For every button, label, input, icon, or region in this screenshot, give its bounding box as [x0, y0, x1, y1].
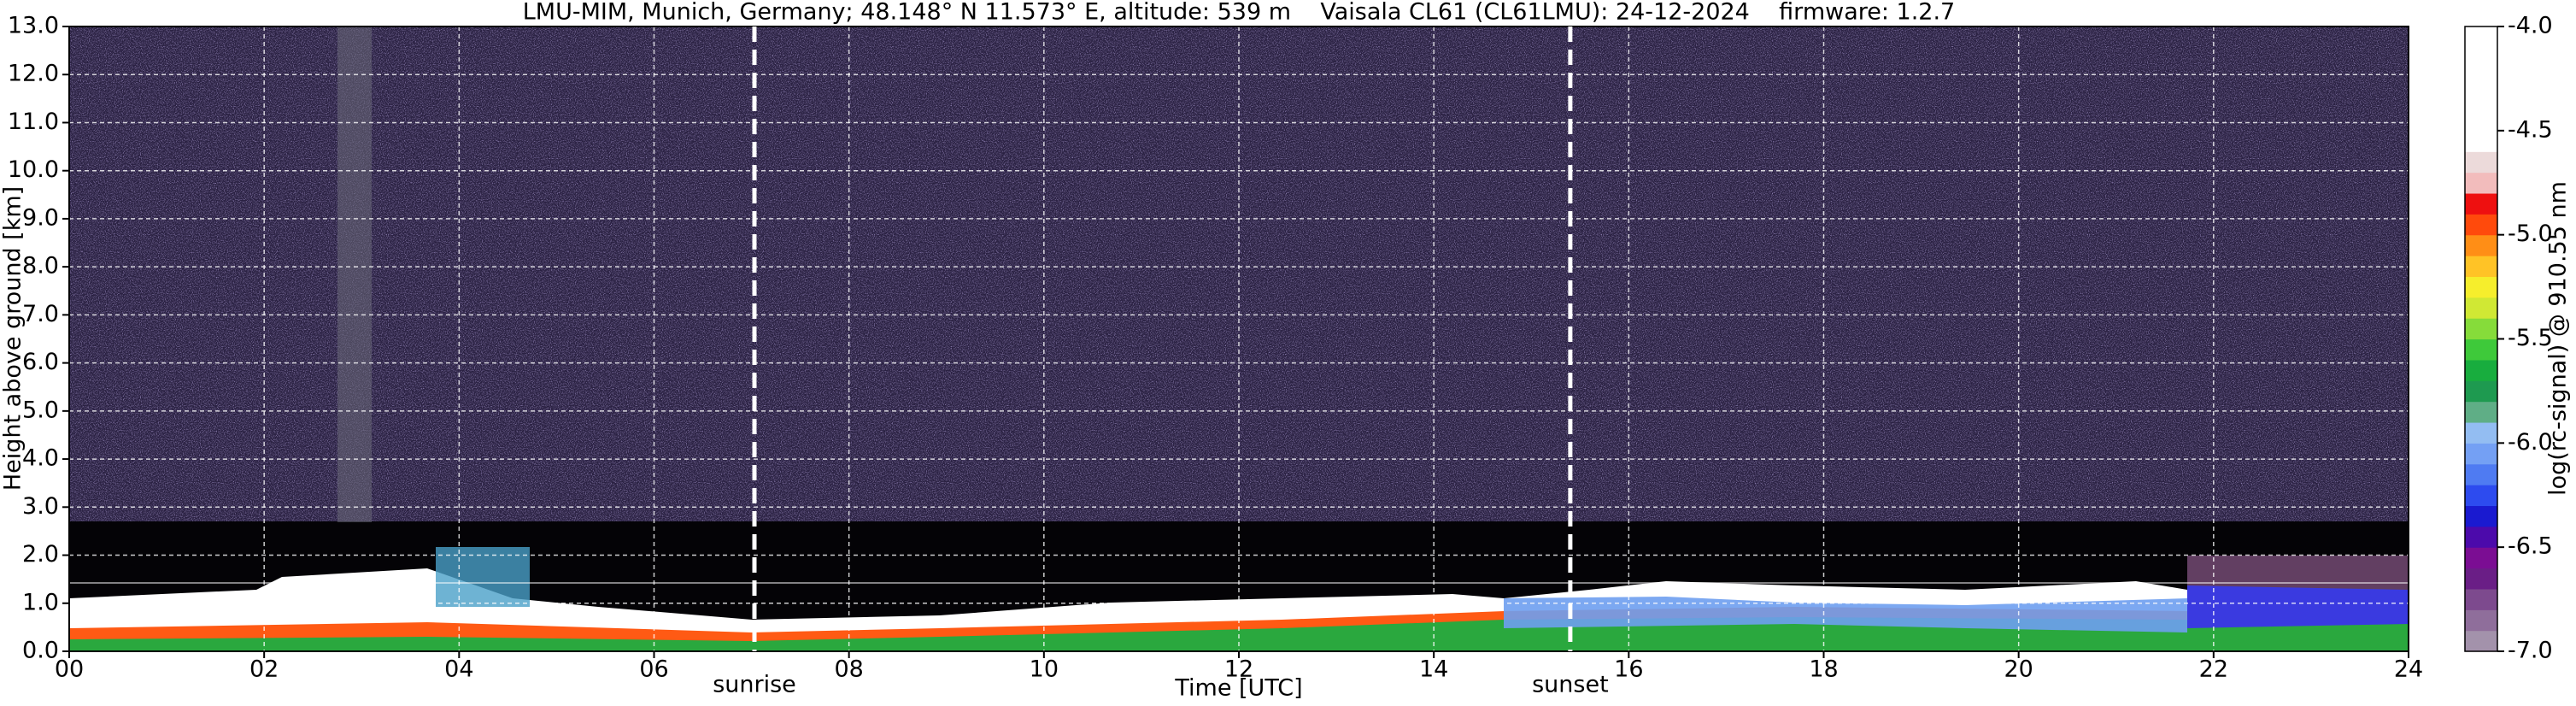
- colorbar-segment: [2465, 526, 2497, 548]
- y-tick-label: 9.0: [22, 204, 59, 231]
- y-tick-label: 2.0: [22, 541, 59, 568]
- x-tick-label: 22: [2199, 656, 2228, 683]
- x-tick-label: 18: [1809, 656, 1838, 683]
- y-tick-label: 8.0: [22, 253, 59, 279]
- y-tick-label: 1.0: [22, 589, 59, 615]
- y-tick-label: 10.0: [8, 156, 59, 183]
- colorbar-segment: [2465, 463, 2497, 485]
- colorbar-segment: [2465, 89, 2497, 111]
- colorbar-segment: [2465, 630, 2497, 652]
- colorbar-segment: [2465, 192, 2497, 215]
- colorbar-tick-label: -6.0: [2508, 429, 2553, 456]
- colorbar-tick-label: -5.0: [2508, 221, 2553, 247]
- x-tick-label: 02: [249, 656, 279, 683]
- colorbar-segment: [2465, 359, 2497, 381]
- colorbar-segment: [2465, 109, 2497, 132]
- colorbar-segment: [2465, 443, 2497, 465]
- event-label: sunset: [1532, 672, 1609, 698]
- x-tick-label: 20: [2004, 656, 2033, 683]
- y-tick-label: 11.0: [8, 109, 59, 135]
- x-tick-label: 24: [2394, 656, 2423, 683]
- colorbar-segment: [2465, 297, 2497, 319]
- colorbar-segment: [2465, 151, 2497, 174]
- colorbar-tick-label: -6.5: [2508, 533, 2553, 560]
- y-tick-label: 5.0: [22, 397, 59, 423]
- colorbar-segment: [2465, 130, 2497, 152]
- x-tick-label: 16: [1614, 656, 1643, 683]
- colorbar-segment: [2465, 609, 2497, 632]
- colorbar-tick-label: -5.5: [2508, 325, 2553, 351]
- colorbar-segment: [2465, 588, 2497, 610]
- x-tick-label: 08: [834, 656, 863, 683]
- colorbar-segment: [2465, 318, 2497, 340]
- colorbar-segment: [2465, 214, 2497, 236]
- colorbar-segment: [2465, 338, 2497, 361]
- y-tick-label: 6.0: [22, 349, 59, 375]
- colorbar-label: log(rc-signal) @ 910.55 nm: [2545, 181, 2572, 496]
- colorbar-tick-label: -4.0: [2508, 13, 2553, 39]
- colorbar-segment: [2465, 276, 2497, 298]
- x-axis-label: Time [UTC]: [1174, 675, 1302, 702]
- colorbar-segment: [2465, 547, 2497, 569]
- colorbar-segment: [2465, 568, 2497, 590]
- x-tick-label: 12: [1224, 656, 1253, 683]
- colorbar-segment: [2465, 47, 2497, 69]
- colorbar-segment: [2465, 485, 2497, 507]
- y-tick-label: 3.0: [22, 493, 59, 520]
- colorbar-segment: [2465, 505, 2497, 527]
- chart-title: LMU-MIM, Munich, Germany; 48.148° N 11.5…: [523, 0, 1956, 26]
- colorbar-tick-label: -7.0: [2508, 638, 2553, 664]
- colorbar-segment: [2465, 401, 2497, 423]
- colorbar-segment: [2465, 380, 2497, 403]
- y-tick-label: 12.0: [8, 61, 59, 87]
- y-tick-label: 13.0: [8, 13, 59, 39]
- colorbar-segment: [2465, 172, 2497, 194]
- colorbar-segment: [2465, 26, 2497, 48]
- colorbar-segment: [2465, 68, 2497, 90]
- y-tick-label: 7.0: [22, 301, 59, 327]
- y-tick-label: 4.0: [22, 445, 59, 472]
- colorbar-segment: [2465, 256, 2497, 277]
- colorbar-segment: [2465, 421, 2497, 444]
- x-tick-label: 14: [1419, 656, 1448, 683]
- colorbar-tick-label: -4.5: [2508, 116, 2553, 143]
- x-tick-label: 06: [639, 656, 668, 683]
- y-tick-label: 0.0: [22, 638, 59, 664]
- x-tick-label: 04: [444, 656, 473, 683]
- x-tick-label: 00: [55, 656, 84, 683]
- x-tick-label: 10: [1030, 656, 1059, 683]
- y-axis-label: Height above ground [km]: [0, 186, 26, 491]
- event-label: sunrise: [713, 672, 796, 698]
- colorbar-segment: [2465, 234, 2497, 256]
